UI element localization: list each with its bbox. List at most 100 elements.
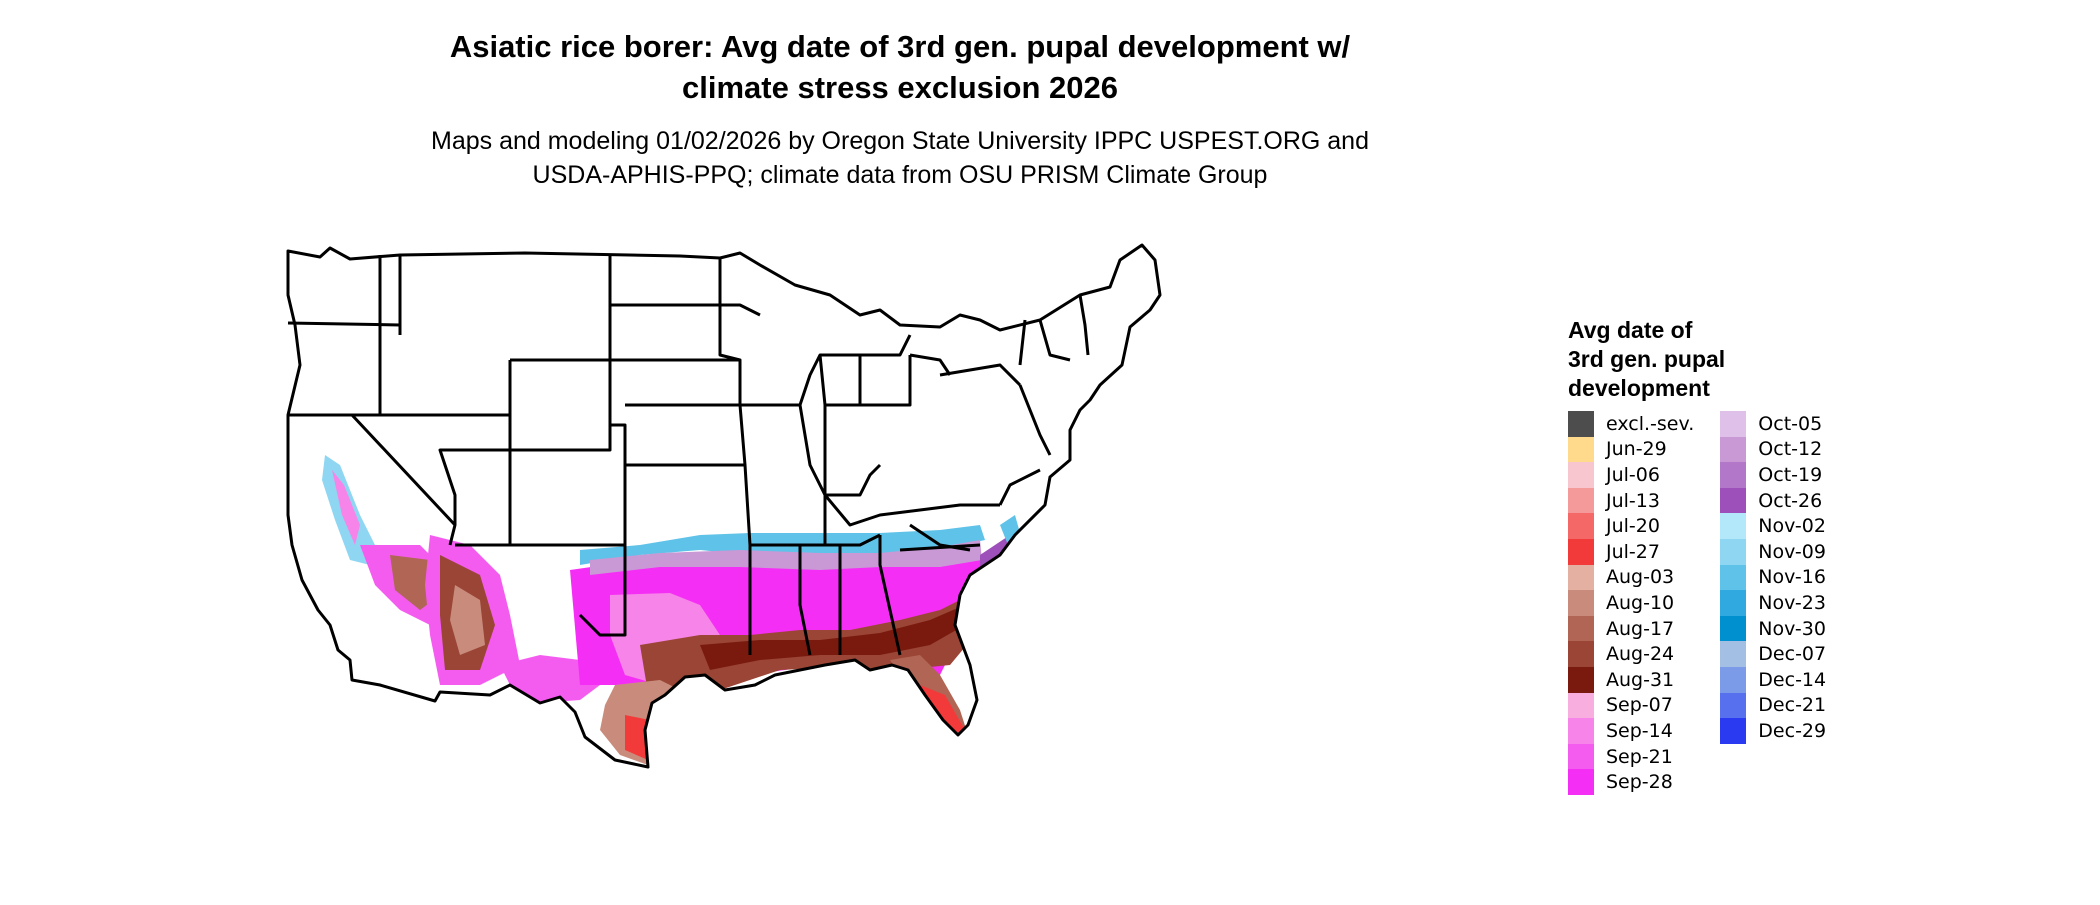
legend-label: Sep-07: [1606, 694, 1673, 717]
legend-column-2: Oct-05 Oct-12 Oct-19 Oct-26 Nov-02 Nov-09 Nov-…: [1720, 411, 1826, 795]
legend-label: Jul-27: [1606, 540, 1660, 563]
legend-item: Dec-14: [1720, 666, 1827, 693]
legend-swatch: [1568, 718, 1594, 744]
legend-item: Dec-21: [1720, 692, 1827, 719]
map-subtitle: Maps and modeling 01/02/2026 by Oregon S…: [300, 124, 1500, 192]
legend-item: Nov-30: [1720, 615, 1826, 642]
legend-label: Dec-29: [1758, 719, 1827, 742]
legend-item: Jul-27: [1568, 538, 1694, 565]
legend-columns: excl.-sev. Jun-29 Jul-06 Jul-13 Jul-20 Jul-27…: [1568, 411, 1826, 795]
legend-item: Oct-12: [1720, 436, 1826, 463]
legend-title-line-3: development: [1568, 375, 1710, 401]
legend-swatch: [1720, 641, 1747, 667]
legend-item: Oct-26: [1720, 487, 1826, 514]
legend-label: Dec-07: [1758, 643, 1827, 666]
legend-label: Sep-28: [1606, 771, 1673, 794]
legend-swatch: [1720, 564, 1747, 591]
legend-swatch: [1720, 615, 1747, 642]
legend-label: Jul-13: [1606, 489, 1660, 512]
legend-swatch: [1568, 641, 1594, 667]
south-texas-red: [625, 715, 650, 760]
legend-swatch: [1720, 590, 1747, 616]
legend-swatch: [1568, 743, 1594, 770]
legend-item: Sep-07: [1568, 692, 1694, 719]
legend-swatch: [1720, 411, 1747, 437]
legend-swatch: [1720, 487, 1747, 514]
california-band-inner: [332, 470, 360, 545]
title-line-2: climate stress exclusion 2026: [682, 70, 1118, 105]
legend-swatch: [1568, 666, 1594, 693]
legend-label: Oct-19: [1758, 463, 1823, 486]
legend-title-line-1: Avg date of: [1568, 317, 1693, 343]
legend-item: Jul-20: [1568, 513, 1694, 539]
legend-label: Oct-12: [1758, 438, 1823, 461]
legend-label: Sep-21: [1606, 745, 1673, 768]
legend-label: Dec-14: [1758, 668, 1827, 691]
legend-label: Oct-26: [1758, 489, 1823, 512]
legend-swatch: [1568, 411, 1594, 437]
legend-label: Aug-17: [1606, 617, 1675, 640]
state-borders: [286, 243, 1162, 769]
legend-item: Jun-29: [1568, 436, 1694, 463]
legend-column-1: excl.-sev. Jun-29 Jul-06 Jul-13 Jul-20 Jul-27…: [1568, 411, 1694, 795]
southwest-band: [500, 655, 600, 703]
lavender-band: [590, 540, 982, 575]
legend-item: Oct-05: [1720, 411, 1826, 437]
legend-item: Aug-10: [1568, 590, 1694, 616]
legend-label: Dec-21: [1758, 694, 1827, 717]
legend-label: Aug-31: [1606, 668, 1675, 691]
legend-item: Aug-24: [1568, 641, 1694, 667]
legend-item: Sep-14: [1568, 718, 1694, 744]
map-title: Asiatic rice borer: Avg date of 3rd gen.…: [300, 26, 1500, 108]
legend-item: Jul-06: [1568, 462, 1694, 488]
legend-item: Sep-21: [1568, 743, 1694, 770]
legend-swatch: [1568, 564, 1594, 591]
florida-red: [920, 685, 965, 735]
legend-item: Dec-29: [1720, 718, 1826, 744]
legend-item: Dec-07: [1720, 641, 1826, 667]
legend-item: Nov-02: [1720, 513, 1826, 539]
legend-item: excl.-sev.: [1568, 411, 1694, 437]
legend-label: Nov-02: [1758, 515, 1826, 538]
legend-swatch: [1720, 718, 1747, 744]
legend-swatch: [1568, 769, 1594, 795]
legend-label: Aug-24: [1606, 643, 1675, 666]
subtitle-line-1: Maps and modeling 01/02/2026 by Oregon S…: [431, 127, 1369, 155]
legend-item: Aug-31: [1568, 666, 1694, 693]
legend-item: Nov-16: [1720, 564, 1826, 591]
us-map: [286, 243, 1162, 769]
legend-swatch: [1568, 436, 1594, 463]
legend-label: Sep-14: [1606, 719, 1673, 742]
legend-swatch: [1568, 615, 1594, 642]
legend-label: Aug-03: [1606, 566, 1675, 589]
legend-swatch: [1720, 692, 1747, 719]
legend-title-line-2: 3rd gen. pupal: [1568, 346, 1726, 372]
subtitle-line-2: USDA-APHIS-PPQ; climate data from OSU PR…: [532, 161, 1268, 189]
legend-swatch: [1720, 538, 1747, 565]
legend-label: Jun-29: [1606, 438, 1667, 461]
legend-label: Nov-23: [1758, 591, 1826, 614]
legend-swatch: [1568, 513, 1594, 539]
legend-label: Jul-20: [1606, 515, 1660, 538]
legend-swatch: [1568, 462, 1594, 488]
legend-item: Nov-09: [1720, 538, 1826, 565]
legend-label: Nov-16: [1758, 566, 1826, 589]
legend-swatch: [1720, 513, 1747, 539]
legend-label: Oct-05: [1758, 412, 1823, 435]
legend-label: Aug-10: [1606, 591, 1675, 614]
legend-swatch: [1720, 462, 1747, 488]
legend: Avg date of 3rd gen. pupal development e…: [1568, 316, 1826, 795]
legend-swatch: [1568, 487, 1594, 514]
legend-item: Jul-13: [1568, 487, 1694, 514]
legend-swatch: [1568, 692, 1594, 719]
legend-label: Nov-30: [1758, 617, 1826, 640]
legend-label: Nov-09: [1758, 540, 1826, 563]
legend-item: Aug-17: [1568, 615, 1694, 642]
gulf-dark: [700, 607, 965, 670]
legend-swatch: [1720, 436, 1747, 463]
arizona-inner: [450, 585, 485, 655]
legend-swatch: [1568, 538, 1594, 565]
legend-swatch: [1720, 666, 1747, 693]
legend-label: excl.-sev.: [1606, 412, 1695, 435]
legend-item: Nov-23: [1720, 590, 1826, 616]
